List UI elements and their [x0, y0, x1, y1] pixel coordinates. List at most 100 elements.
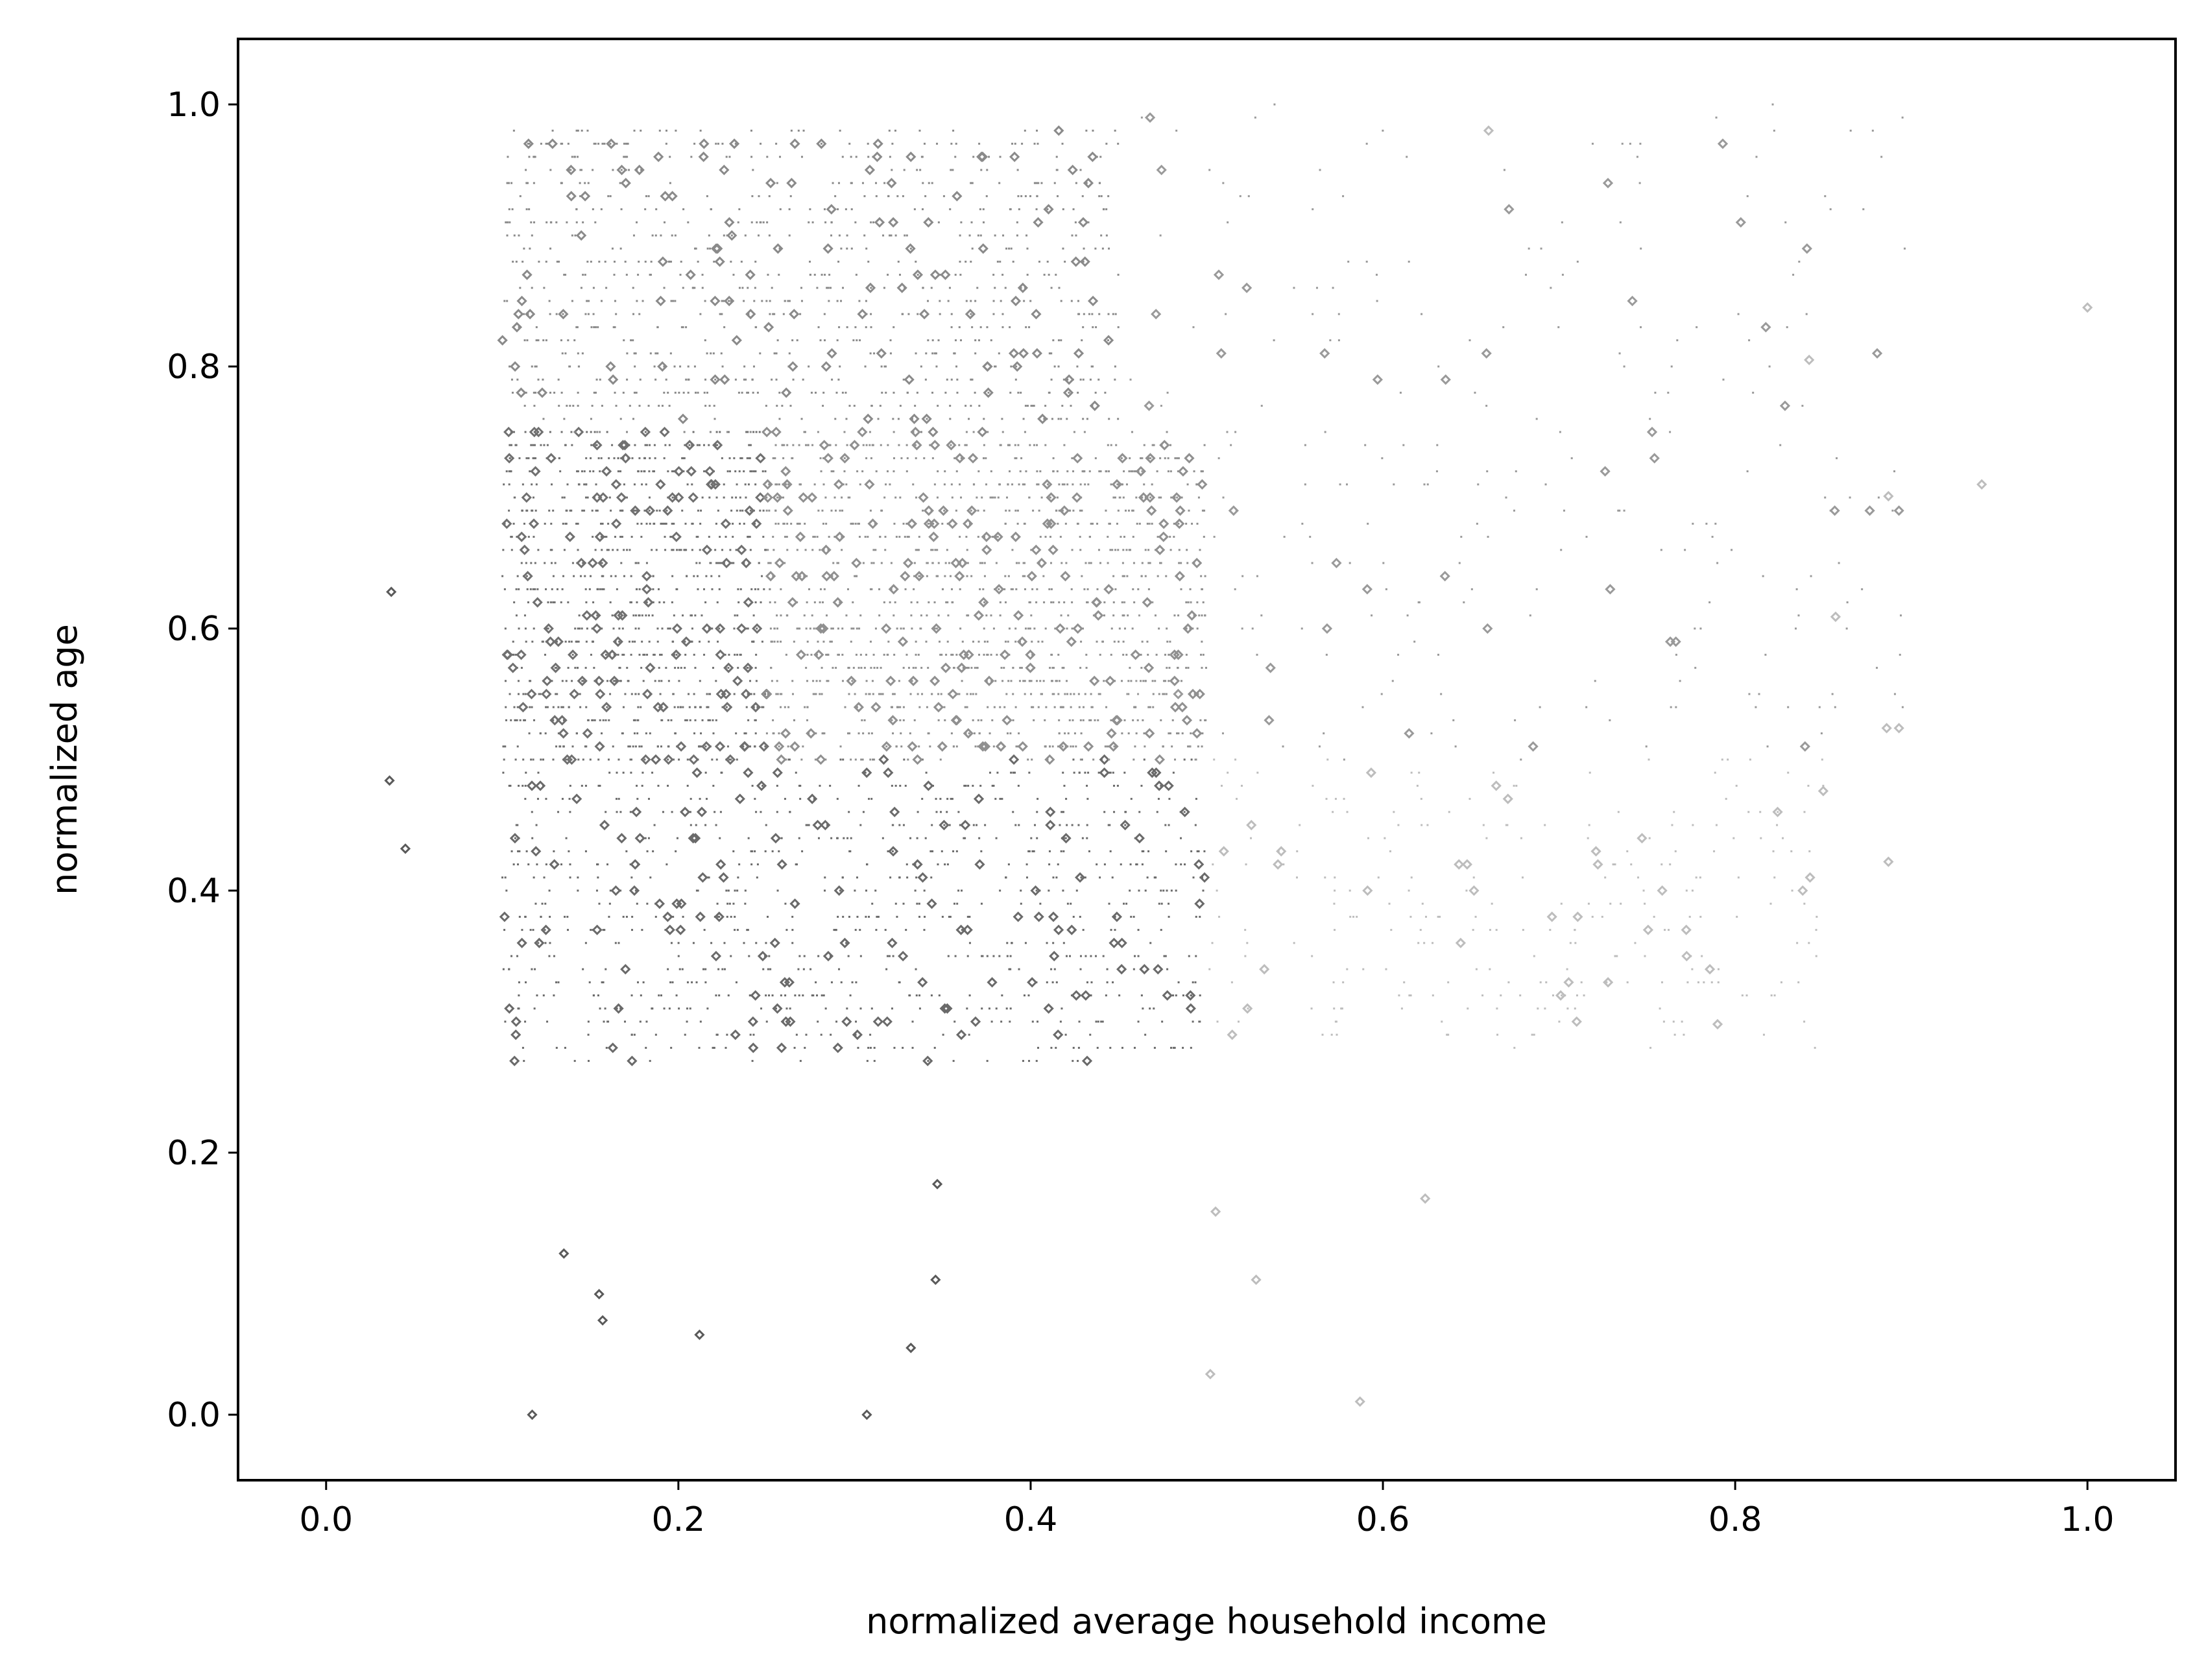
data-point [558, 260, 560, 263]
data-point [594, 531, 605, 542]
data-point [1714, 522, 1717, 525]
data-point [555, 693, 557, 695]
data-point [721, 968, 724, 970]
data-point [653, 653, 656, 656]
data-point [894, 784, 897, 787]
data-point [830, 640, 833, 643]
data-point [773, 243, 784, 254]
data-point [648, 496, 651, 499]
data-point [1440, 693, 1443, 695]
data-point [856, 706, 858, 708]
data-point [1123, 536, 1125, 538]
data-point [621, 653, 624, 656]
data-point [1798, 260, 1801, 263]
data-point [588, 588, 591, 590]
data-point [519, 195, 522, 197]
data-point [1795, 588, 1798, 590]
data-point [1029, 627, 1031, 630]
data-point [832, 667, 834, 669]
data-point [560, 431, 563, 433]
data-point [1113, 745, 1116, 748]
data-point [649, 274, 651, 276]
data-point [715, 994, 717, 997]
data-point [752, 1033, 755, 1036]
data-point [992, 496, 994, 499]
data-point [1166, 889, 1168, 892]
data-point [1470, 588, 1473, 590]
data-point [1062, 942, 1065, 944]
data-point [1574, 942, 1577, 944]
data-point [924, 378, 927, 381]
data-point [1325, 798, 1328, 800]
data-point [1102, 955, 1105, 957]
data-point [1022, 1060, 1024, 1062]
data-point [715, 649, 726, 660]
data-point [516, 575, 519, 577]
data-point [1099, 693, 1101, 695]
data-point [785, 536, 788, 538]
data-point [1056, 496, 1059, 499]
data-point [634, 693, 637, 695]
data-point [775, 352, 778, 355]
data-point [764, 850, 767, 852]
data-point [678, 758, 680, 761]
data-point [1105, 234, 1108, 237]
data-point [736, 889, 739, 892]
data-point [713, 260, 715, 263]
data-point [611, 444, 614, 446]
data-point [966, 955, 969, 957]
data-point [593, 675, 605, 686]
data-point [506, 182, 509, 184]
data-point [1777, 811, 1779, 813]
data-point [1324, 876, 1326, 879]
data-point [510, 470, 512, 473]
data-point [1489, 968, 1491, 970]
data-point [509, 361, 521, 372]
data-point [994, 234, 996, 237]
data-point [1164, 955, 1167, 957]
data-point [1009, 732, 1012, 735]
data-point [599, 1007, 601, 1010]
data-point [699, 313, 702, 315]
data-point [952, 191, 963, 202]
data-point [931, 339, 934, 342]
data-point [550, 662, 561, 673]
data-point [1077, 1060, 1079, 1062]
data-point [734, 653, 736, 656]
data-point [567, 339, 569, 342]
data-point [684, 667, 686, 669]
data-point [1893, 693, 1896, 695]
data-point [816, 287, 819, 289]
data-point [1137, 929, 1140, 931]
data-point [704, 601, 707, 604]
data-point [708, 444, 710, 446]
data-point [1318, 745, 1321, 748]
data-point [989, 771, 991, 774]
data-point [778, 418, 781, 420]
data-point [1197, 745, 1199, 748]
data-point [765, 300, 768, 302]
data-point [647, 798, 650, 800]
data-point [898, 536, 901, 538]
data-point [687, 221, 689, 224]
data-point [1343, 798, 1345, 800]
data-point [918, 915, 921, 918]
data-point [1838, 562, 1840, 564]
data-point [1186, 610, 1197, 621]
data-point [1105, 706, 1108, 708]
data-point [1123, 575, 1125, 577]
data-point [1032, 706, 1035, 708]
data-point [950, 378, 953, 381]
data-point [1193, 693, 1196, 695]
data-point [1787, 706, 1790, 708]
data-point [672, 915, 675, 918]
data-point [1561, 274, 1564, 276]
data-point [1192, 557, 1203, 569]
data-point [1122, 496, 1125, 499]
data-point [903, 758, 905, 761]
data-point [1060, 850, 1062, 852]
data-point [799, 483, 802, 486]
x-tick-label: 0.4 [1004, 1500, 1058, 1539]
data-point [986, 640, 989, 643]
data-point [1194, 981, 1197, 983]
